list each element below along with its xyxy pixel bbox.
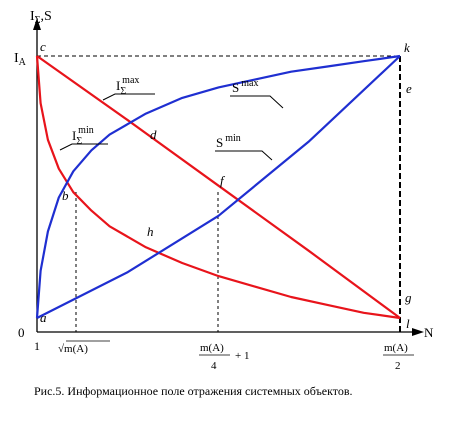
point-label-f: f: [220, 173, 226, 188]
i-min-leader: [59, 143, 108, 151]
x-tick-quarter-plus: + 1: [235, 350, 249, 362]
x-tick-one: 1: [34, 339, 40, 353]
point-label-h: h: [147, 224, 154, 239]
curve-label-i-min: IΣmin: [72, 125, 94, 147]
x-tick-sqrt: √m(A): [58, 343, 88, 355]
i-max-leader: [102, 93, 155, 101]
s-max-leader: [230, 95, 284, 109]
point-label-c: c: [40, 39, 46, 54]
x-axis-label: N: [424, 325, 434, 340]
y-axis-label: IΣ,S: [30, 9, 52, 26]
figure-caption: Рис.5. Информационное поле отражения сис…: [34, 384, 353, 398]
x-tick-quarter-num: m(A): [200, 342, 224, 354]
x-tick-half-den: 2: [395, 360, 401, 372]
point-label-g: g: [405, 290, 412, 305]
curve-label-i-max: IΣmax: [116, 75, 139, 97]
x-tick-quarter-den: 4: [211, 360, 217, 372]
x-tick-half-num: m(A): [384, 342, 408, 354]
s-max-curve: [35, 54, 401, 319]
y-tick-ia: IA: [14, 51, 27, 68]
i-sigma-min-curve: [35, 55, 401, 320]
s-min-curve: [36, 55, 401, 319]
point-label-a: a: [40, 310, 47, 325]
y-axis-arrow: [33, 18, 41, 30]
point-label-k: k: [404, 40, 410, 55]
point-label-b: b: [62, 188, 69, 203]
origin-label: 0: [18, 325, 25, 340]
i-sigma-max-curve: [36, 55, 401, 319]
point-label-e: e: [406, 81, 412, 96]
x-axis-arrow: [412, 328, 424, 336]
s-min-leader: [215, 150, 273, 161]
point-label-d: d: [150, 127, 157, 142]
point-label-l: l: [406, 316, 410, 331]
